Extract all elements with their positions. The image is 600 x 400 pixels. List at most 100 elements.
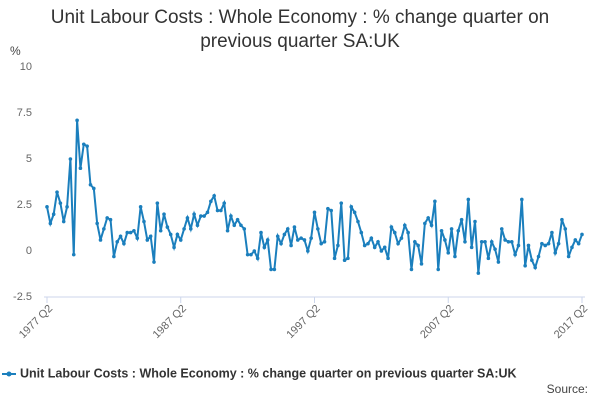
point [319,241,323,246]
point [259,230,263,235]
point [105,216,109,220]
point [483,240,487,244]
point [429,223,434,228]
point [178,238,183,242]
y-tick-label: 5 [26,153,32,165]
point [158,228,163,233]
point [556,241,561,246]
point [506,240,511,244]
point [416,243,420,248]
point [372,245,377,250]
point [229,214,233,218]
point [453,254,457,259]
point [51,212,56,216]
x-tick-label: 1997 Q2 [284,303,322,341]
point [275,234,280,239]
point [175,232,180,237]
point [379,249,384,253]
point [520,197,524,202]
point [439,228,444,233]
point [245,252,250,257]
point [476,271,481,275]
x-tick-label: 1987 Q2 [151,303,189,341]
point [513,252,517,257]
point [580,232,584,237]
point [509,240,514,244]
point [436,267,441,272]
point [566,254,571,259]
y-tick-label: 10 [20,61,32,73]
point [282,232,287,237]
point [309,236,313,240]
x-tick-label: 2007 Q2 [418,303,456,341]
point [473,219,477,224]
point [81,142,86,147]
point [352,210,357,215]
point [560,217,564,222]
point [202,214,206,218]
point [48,221,53,226]
point [125,230,130,235]
point [486,256,491,261]
point [423,221,427,226]
point [466,197,471,202]
point [446,251,451,255]
point [279,241,283,246]
point [543,243,548,248]
y-tick-label: 2.5 [17,199,32,211]
legend-marker [6,371,12,377]
point [68,157,73,161]
x-tick-label: 2017 Q2 [552,303,590,341]
point [366,241,370,246]
point [192,212,196,216]
y-tick-label: 0 [26,245,32,257]
point [540,241,544,246]
point [152,260,156,264]
point [349,205,354,209]
x-tick-label: 1977 Q2 [17,303,55,341]
point [65,205,69,209]
point [295,238,300,242]
point [386,256,390,261]
point [382,245,387,250]
point [396,241,400,246]
source: Source: [547,382,588,396]
point [205,210,210,215]
point [88,182,93,187]
point [576,241,581,246]
point [443,238,447,242]
point [413,240,417,244]
series-line [46,120,583,274]
chart-title: Unit Labour Costs : Whole Economy : % ch… [50,7,550,52]
point [232,223,237,228]
point [463,240,467,244]
point [312,210,317,215]
point [195,223,200,228]
point [118,234,123,239]
point [563,227,568,231]
point [426,216,430,220]
point [299,236,303,240]
point [523,263,527,268]
point [499,227,504,231]
point [533,265,537,270]
point [162,212,166,216]
point [269,267,273,272]
point [536,254,541,259]
point [165,225,170,229]
point [332,256,337,261]
point [185,216,190,220]
point [419,262,424,266]
point [145,238,150,242]
point [489,240,494,244]
point [262,245,267,250]
point [359,230,364,235]
point [252,249,257,253]
point [235,217,240,222]
point [433,199,437,204]
point [55,190,59,194]
point [362,243,367,248]
point [550,230,554,235]
